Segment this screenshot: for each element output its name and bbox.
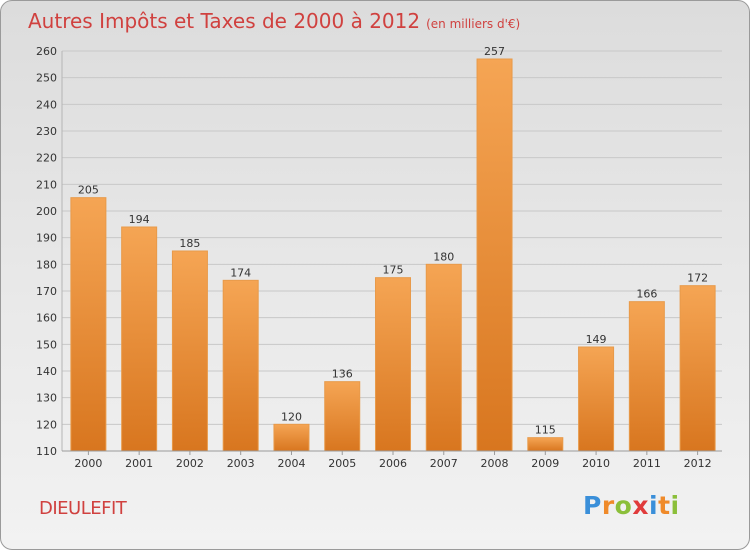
data-label: 180	[433, 250, 454, 263]
logo-letter: x	[632, 491, 649, 520]
data-label: 185	[179, 237, 200, 250]
y-tick-label: 200	[36, 205, 57, 218]
y-tick-label: 160	[36, 312, 57, 325]
data-label: 120	[281, 410, 302, 423]
logo-letter: P	[583, 491, 602, 520]
bar	[578, 346, 615, 452]
proxiti-logo: Proxiti	[583, 491, 680, 520]
data-label: 149	[586, 333, 607, 346]
y-tick-label: 140	[36, 365, 57, 378]
x-tick-label: 2010	[582, 457, 610, 470]
x-tick-label: 2009	[531, 457, 559, 470]
y-tick-label: 130	[36, 392, 57, 405]
bar	[679, 285, 716, 452]
bar	[121, 226, 158, 452]
chart-title: Autres Impôts et Taxes de 2000 à 2012 (en…	[28, 9, 520, 33]
y-tick-label: 120	[36, 418, 57, 431]
data-label: 194	[129, 213, 150, 226]
bar	[324, 381, 361, 452]
bar	[171, 250, 208, 452]
bar	[476, 58, 513, 452]
chart-title-text: Autres Impôts et Taxes de 2000 à 2012	[28, 9, 421, 33]
y-tick-label: 220	[36, 152, 57, 165]
logo-letter: o	[614, 491, 633, 520]
y-tick-label: 150	[36, 338, 57, 351]
bar	[628, 301, 665, 452]
y-tick-label: 110	[36, 445, 57, 458]
bar	[527, 437, 564, 452]
y-tick-label: 180	[36, 258, 57, 271]
bar	[425, 263, 462, 452]
data-label: 172	[687, 272, 708, 285]
logo-letter: t	[658, 491, 671, 520]
place-name: DIEULEFIT	[39, 498, 127, 519]
y-tick-label: 260	[36, 45, 57, 58]
logo-letter: i	[670, 491, 680, 520]
y-tick-label: 190	[36, 232, 57, 245]
data-label: 175	[383, 264, 404, 277]
x-tick-label: 2011	[633, 457, 661, 470]
x-tick-label: 2004	[277, 457, 305, 470]
data-label: 205	[78, 184, 99, 197]
x-tick-label: 2003	[227, 457, 255, 470]
bar	[375, 277, 411, 452]
y-tick-label: 170	[36, 285, 57, 298]
data-label: 166	[636, 288, 657, 301]
x-tick-label: 2007	[430, 457, 458, 470]
data-label: 257	[484, 45, 505, 58]
x-tick-label: 2008	[481, 457, 509, 470]
data-label: 136	[332, 368, 353, 381]
y-tick-label: 250	[36, 72, 57, 85]
y-tick-label: 230	[36, 125, 57, 138]
data-label: 174	[230, 266, 251, 279]
bar	[70, 197, 107, 452]
x-tick-label: 2005	[328, 457, 356, 470]
bar	[222, 279, 259, 452]
y-tick-label: 210	[36, 178, 57, 191]
logo-letter: r	[601, 491, 615, 520]
x-tick-label: 2002	[176, 457, 204, 470]
x-tick-label: 2006	[379, 457, 407, 470]
x-tick-label: 2000	[74, 457, 102, 470]
chart-unit: (en milliers d'€)	[426, 17, 521, 31]
data-label: 115	[535, 424, 556, 437]
bar	[273, 423, 310, 452]
logo-letter: i	[649, 491, 659, 520]
x-tick-label: 2001	[125, 457, 153, 470]
x-tick-label: 2012	[684, 457, 712, 470]
y-tick-label: 240	[36, 98, 57, 111]
